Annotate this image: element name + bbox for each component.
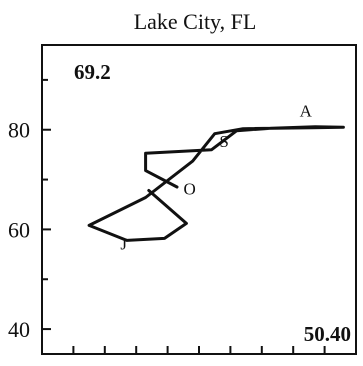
point-label: O: [183, 180, 195, 199]
month-labels: J O S A: [120, 101, 312, 253]
plot-frame: [41, 44, 357, 355]
point-label: J: [120, 234, 127, 253]
y-tick-label: 80: [8, 118, 30, 143]
series-layer: [87, 125, 345, 242]
x-axis-ticks: [72, 346, 326, 354]
y-tick-label: 60: [8, 217, 30, 242]
point-label: S: [219, 132, 228, 151]
point-label: A: [300, 101, 313, 120]
series-line: [87, 125, 345, 242]
annotation-bottom-right: 50.40: [304, 322, 351, 346]
y-axis-ticks: 40 60 80: [8, 78, 51, 342]
y-tick-label: 40: [8, 317, 30, 342]
annotation-top-left: 69.2: [74, 60, 111, 84]
chart-title: Lake City, FL: [134, 9, 257, 34]
